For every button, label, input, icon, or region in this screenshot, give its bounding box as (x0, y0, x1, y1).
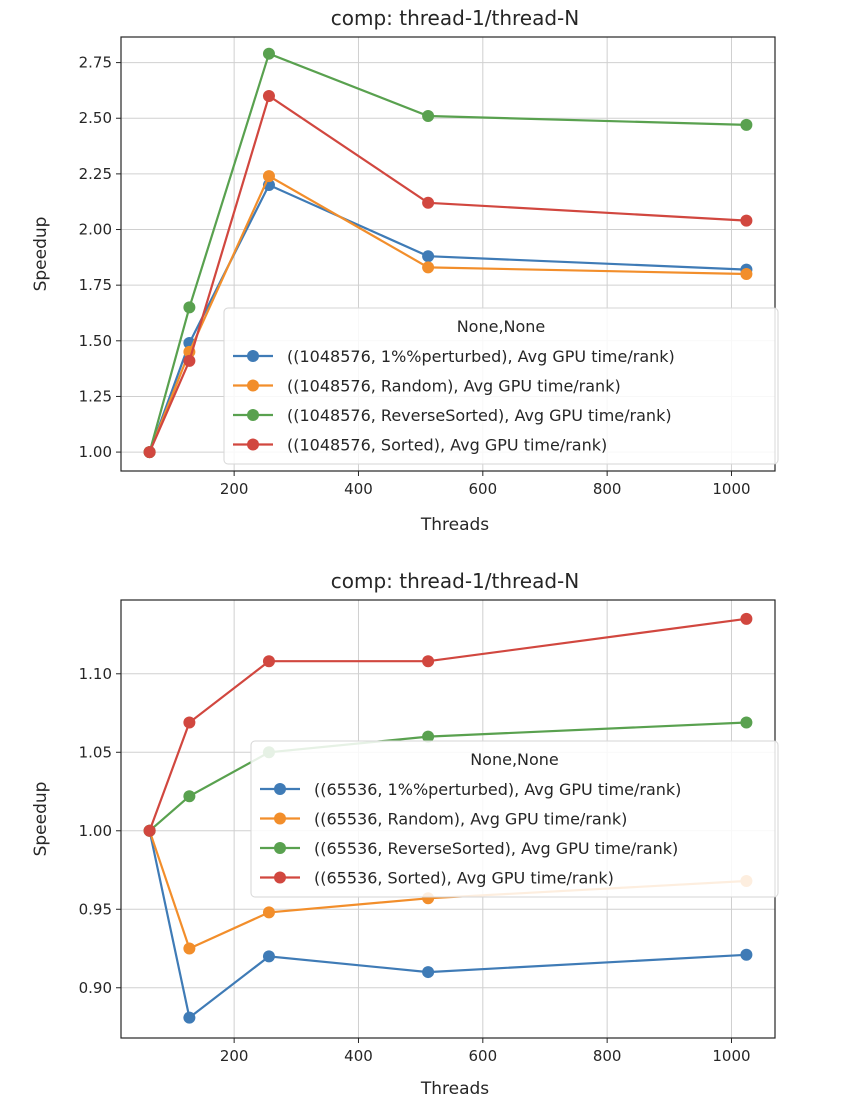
y-tick-label: 1.00 (79, 443, 112, 461)
data-point (183, 716, 196, 729)
legend-box (250, 740, 779, 898)
data-point (422, 196, 435, 209)
x-tick-label: 1000 (712, 480, 750, 498)
data-point (740, 268, 753, 281)
data-point (422, 655, 435, 668)
data-point (262, 170, 275, 183)
legend-box (223, 307, 779, 465)
y-tick-label: 1.50 (79, 332, 112, 350)
legend-entry: ((65536, 1%%perturbed), Avg GPU time/ran… (314, 780, 681, 799)
x-tick-label: 600 (468, 480, 497, 498)
y-axis-label: Speedup (31, 782, 51, 857)
legend-entry: ((1048576, Sorted), Avg GPU time/rank) (287, 436, 607, 455)
legend-marker (274, 783, 286, 795)
data-point (262, 47, 275, 60)
data-point (740, 716, 753, 729)
chart-top: comp: thread-1/thread-N 200 400 600 800 1000… (31, 6, 779, 535)
chart-title: comp: thread-1/thread-N (331, 569, 579, 593)
x-tick-label: 800 (593, 480, 622, 498)
data-point (183, 942, 196, 955)
x-tick-label: 600 (468, 1047, 497, 1065)
y-tick-label: 0.95 (79, 900, 112, 918)
y-axis-label: Speedup (31, 217, 51, 292)
y-tick-label: 2.50 (79, 109, 112, 127)
legend-title: None,None (457, 317, 546, 336)
legend-marker (274, 871, 286, 884)
chart-title: comp: thread-1/thread-N (331, 6, 579, 30)
data-point (143, 446, 156, 459)
chart-bottom: comp: thread-1/thread-N 200 400 600 800 1000… (31, 569, 779, 1099)
legend-entry: ((65536, Random), Avg GPU time/rank) (314, 810, 627, 829)
x-tick-label: 200 (220, 1047, 249, 1065)
legend-marker (247, 438, 259, 451)
data-point (422, 966, 435, 979)
plot-frame (120, 36, 776, 472)
x-tick-label: 400 (344, 480, 373, 498)
legend-marker (247, 409, 259, 421)
legend-entry: ((1048576, 1%%perturbed), Avg GPU time/r… (287, 347, 675, 366)
data-point (183, 1011, 196, 1024)
x-tick-label: 200 (220, 480, 249, 498)
y-tick-label: 1.25 (79, 387, 112, 405)
legend-marker (274, 842, 286, 854)
data-point (422, 110, 435, 123)
data-point (262, 655, 275, 668)
legend-marker (274, 812, 286, 825)
data-point (740, 214, 753, 227)
legend-entry: ((65536, Sorted), Avg GPU time/rank) (314, 869, 614, 888)
data-point (740, 118, 753, 131)
data-point (422, 261, 435, 274)
legend-entry: ((65536, ReverseSorted), Avg GPU time/ra… (314, 839, 678, 858)
data-point (740, 612, 753, 625)
legend-entry: ((1048576, Random), Avg GPU time/rank) (287, 377, 621, 396)
y-tick-label: 2.75 (79, 54, 112, 72)
y-tick-label: 0.90 (79, 979, 112, 997)
data-point (183, 790, 196, 803)
y-tick-label: 2.00 (79, 221, 112, 239)
data-point (262, 906, 275, 919)
y-tick-label: 1.00 (79, 822, 112, 840)
y-tick-label: 1.10 (79, 665, 112, 683)
data-point (183, 354, 196, 367)
data-point (262, 950, 275, 963)
data-point (740, 948, 753, 961)
data-point (422, 250, 435, 263)
y-tick-label: 1.05 (79, 743, 112, 761)
x-tick-label: 400 (344, 1047, 373, 1065)
legend-entry: ((1048576, ReverseSorted), Avg GPU time/… (287, 406, 672, 425)
y-tick-label: 1.75 (79, 276, 112, 294)
legend-title: None,None (470, 750, 559, 769)
x-tick-label: 800 (593, 1047, 622, 1065)
x-axis-label: Threads (420, 515, 489, 535)
data-point (422, 730, 435, 743)
data-point (143, 824, 156, 837)
x-axis-label: Threads (420, 1079, 489, 1099)
y-tick-label: 2.25 (79, 165, 112, 183)
legend-marker (247, 379, 259, 392)
legend: None,None ((65536, 1%%perturbed), Avg GPU… (250, 740, 779, 898)
x-tick-label: 1000 (712, 1047, 750, 1065)
legend: None,None ((1048576, 1%%perturbed), Avg G… (223, 307, 779, 465)
data-point (183, 301, 196, 314)
data-point (262, 89, 275, 102)
legend-marker (247, 350, 259, 362)
